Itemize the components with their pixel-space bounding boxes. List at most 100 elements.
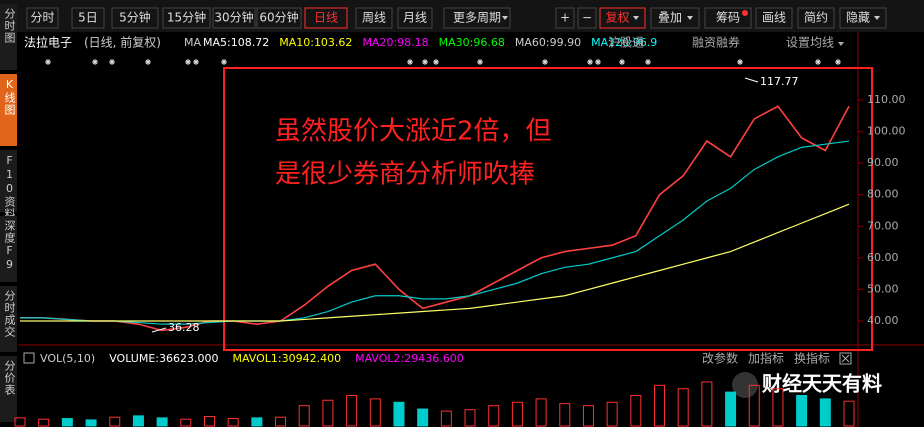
volume-bar (488, 405, 500, 427)
tool-button[interactable] (555, 7, 575, 29)
chart-mode: (日线, 前复权) (84, 35, 161, 50)
volume-bar (511, 401, 523, 427)
volume-bar (796, 395, 808, 427)
period-label[interactable]: 日线 (314, 11, 338, 25)
sidebar-tab[interactable] (0, 286, 17, 352)
volume-bar (819, 398, 831, 427)
annotation-line: 虽然股价大涨近2倍，但 (275, 117, 552, 147)
period-button[interactable] (304, 7, 348, 29)
indicator-name: MA (184, 36, 201, 49)
panel-link[interactable]: 换指标 (794, 351, 830, 366)
period-label[interactable]: 周线 (362, 11, 386, 25)
sidebar-tab[interactable] (0, 216, 17, 282)
tool-button[interactable] (839, 7, 887, 29)
sidebar-label[interactable]: F10资料 (3, 154, 16, 220)
y-tick-label: 100.00 (867, 125, 906, 138)
event-marker (92, 59, 98, 65)
period-button[interactable] (256, 7, 302, 29)
high-pointer (744, 77, 759, 83)
period-label[interactable]: 5分钟 (119, 10, 151, 25)
y-tick-label: 50.00 (867, 282, 899, 295)
volume-bar (298, 405, 310, 427)
price-line (20, 105, 850, 332)
volume-bar (725, 391, 737, 427)
event-marker (477, 59, 483, 65)
event-marker (835, 59, 841, 65)
period-button[interactable] (111, 7, 159, 29)
sidebar-label[interactable]: 分时成交 (3, 290, 16, 338)
price-line (20, 203, 850, 322)
tool-button[interactable] (650, 7, 700, 29)
volume-bar (654, 384, 666, 427)
period-button[interactable] (26, 7, 59, 29)
tool-label[interactable]: + (560, 11, 570, 25)
info-link[interactable]: 沪股通 (608, 36, 644, 50)
period-label[interactable]: 30分钟 (214, 10, 253, 25)
period-label[interactable]: 5日 (78, 11, 98, 25)
close-button[interactable] (839, 352, 852, 365)
volume-bar (156, 417, 168, 427)
event-marker (185, 59, 191, 65)
period-button[interactable] (162, 7, 211, 29)
watermark: 财经天天有料 (762, 372, 882, 396)
event-marker (645, 59, 651, 65)
sidebar-label[interactable]: K线图 (3, 78, 16, 116)
period-button[interactable] (71, 7, 105, 29)
volume-label: MAVOL2:29436.600 (355, 352, 464, 365)
tool-label[interactable]: 筹码 (716, 11, 740, 25)
period-button[interactable] (212, 7, 256, 29)
sidebar-label[interactable]: 分时图 (3, 8, 16, 44)
sidebar-tab[interactable] (0, 4, 17, 70)
info-link[interactable]: 设置均线 (786, 36, 834, 50)
tool-button[interactable] (797, 7, 835, 29)
volume-bar (535, 398, 547, 427)
info-link[interactable]: 融资融券 (692, 35, 740, 50)
sidebar-tab[interactable] (0, 150, 17, 212)
period-label[interactable]: 月线 (403, 11, 427, 25)
sidebar-label[interactable]: 分价表 (3, 360, 16, 396)
panel-link[interactable]: 加指标 (748, 351, 784, 366)
tool-label[interactable]: 隐藏 (846, 11, 870, 25)
volume-bar (582, 405, 594, 427)
dropdown-arrow (874, 16, 880, 20)
panel-link[interactable]: 改参数 (702, 351, 738, 366)
tool-button[interactable] (704, 7, 752, 29)
event-marker (619, 59, 625, 65)
sidebar-label[interactable]: 深度F9 (3, 220, 16, 272)
tool-label[interactable]: 简约 (804, 10, 828, 25)
period-button[interactable] (397, 7, 433, 29)
y-tick-label: 70.00 (867, 219, 899, 232)
close-icon (841, 354, 850, 363)
period-button[interactable] (355, 7, 393, 29)
event-marker (433, 59, 439, 65)
volume-bar (417, 408, 429, 427)
volume-bar (180, 418, 192, 427)
tool-label[interactable]: 复权 (605, 11, 629, 25)
highlight-box (223, 67, 873, 351)
event-marker (422, 59, 428, 65)
event-marker (193, 59, 199, 65)
sidebar-tab[interactable] (0, 356, 17, 422)
volume-bar (606, 401, 618, 427)
period-label[interactable]: 15分钟 (167, 10, 206, 25)
tool-label[interactable]: − (582, 11, 592, 25)
event-marker (737, 59, 743, 65)
period-label[interactable]: 更多周期 (453, 11, 501, 25)
tool-button[interactable] (577, 7, 597, 29)
badge-dot (742, 10, 748, 16)
tool-label[interactable]: 叠加 (658, 11, 682, 25)
event-marker (45, 59, 51, 65)
volume-label: VOLUME:36623.000 (109, 352, 218, 365)
period-label[interactable]: 分时 (30, 11, 54, 25)
tool-button[interactable] (755, 7, 793, 29)
tool-button[interactable] (599, 7, 646, 29)
period-label[interactable]: 60分钟 (259, 10, 298, 25)
event-marker (542, 59, 548, 65)
tool-label[interactable]: 画线 (762, 11, 786, 25)
sidebar-tab[interactable] (0, 74, 17, 146)
volume-bar (275, 416, 287, 427)
period-button[interactable] (443, 7, 511, 29)
